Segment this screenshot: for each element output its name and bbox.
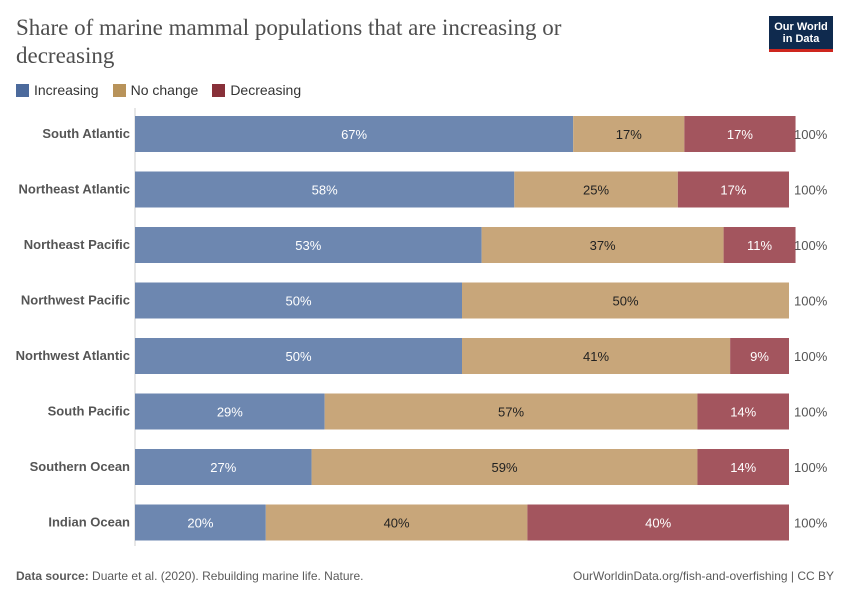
bar-indian-ocean-decreasing — [527, 504, 789, 541]
data-label-southern-ocean-decreasing: 14% — [730, 460, 756, 475]
bar-indian-ocean-increasing — [135, 504, 266, 541]
bar-northwest-atlantic-increasing — [135, 338, 462, 374]
bar-northeast-atlantic-no-change — [514, 171, 678, 208]
bar-south-pacific-no-change — [324, 393, 698, 430]
bar-indian-ocean-no-change — [265, 504, 528, 541]
legend-label-decreasing: Decreasing — [230, 82, 302, 98]
data-label-southern-ocean-increasing: 27% — [210, 460, 236, 475]
category-label-northeast-pacific: Northeast Pacific — [24, 237, 130, 252]
logo-line-1: Our World — [774, 21, 828, 33]
data-label-south-pacific-decreasing: 14% — [730, 405, 756, 420]
data-label-northeast-pacific-decreasing: 11% — [747, 238, 772, 253]
data-label-northwest-pacific-no-change: 50% — [612, 294, 638, 309]
bar-south-pacific-increasing — [135, 393, 325, 430]
bar-northeast-atlantic-increasing — [135, 171, 515, 208]
data-label-northwest-atlantic-no-change: 41% — [583, 349, 609, 364]
total-label-northeast-pacific: 100% — [794, 238, 828, 253]
data-label-southern-ocean-no-change: 59% — [491, 460, 517, 475]
total-label-indian-ocean: 100% — [794, 516, 828, 531]
data-label-indian-ocean-increasing: 20% — [187, 516, 213, 531]
bar-south-atlantic-no-change — [573, 116, 685, 152]
category-label-southern-ocean: Southern Ocean — [30, 459, 130, 474]
total-label-northwest-pacific: 100% — [794, 294, 828, 309]
data-label-indian-ocean-no-change: 40% — [384, 516, 410, 531]
category-label-indian-ocean: Indian Ocean — [48, 515, 130, 530]
total-label-southern-ocean: 100% — [794, 460, 828, 475]
bar-northeast-pacific-increasing — [135, 227, 482, 263]
legend-label-no-change: No change — [130, 82, 199, 98]
total-label-south-pacific: 100% — [794, 405, 828, 420]
bar-northwest-pacific-increasing — [135, 282, 462, 319]
logo-line-2: in Data — [782, 33, 820, 45]
category-label-northwest-atlantic: Northwest Atlantic — [16, 348, 130, 363]
source-url[interactable]: OurWorldinData.org/fish-and-overfishing … — [573, 569, 834, 583]
bar-northeast-pacific-decreasing — [723, 227, 796, 263]
chart-title: Share of marine mammal populations that … — [16, 15, 562, 68]
bar-northeast-pacific-no-change — [481, 227, 724, 263]
bar-northwest-pacific-no-change — [462, 282, 789, 319]
data-label-northeast-pacific-increasing: 53% — [295, 238, 321, 253]
data-source-text[interactable]: Duarte et al. (2020). Rebuilding marine … — [92, 569, 364, 583]
data-label-south-atlantic-increasing: 67% — [341, 127, 367, 142]
data-label-indian-ocean-decreasing: 40% — [645, 516, 671, 531]
bar-south-atlantic-decreasing — [684, 116, 796, 152]
data-label-northeast-atlantic-no-change: 25% — [583, 183, 609, 198]
data-label-northwest-atlantic-decreasing: 9% — [750, 349, 769, 364]
stacked-bar-chart: South Atlantic 67% 17% 17% 100% Northeast Atl… — [16, 108, 828, 546]
total-label-south-atlantic: 100% — [794, 127, 828, 142]
data-label-northwest-atlantic-increasing: 50% — [285, 349, 311, 364]
category-label-northeast-atlantic: Northeast Atlantic — [19, 182, 130, 197]
bar-south-pacific-decreasing — [697, 393, 789, 430]
category-label-northwest-pacific: Northwest Pacific — [21, 293, 130, 308]
total-label-northeast-atlantic: 100% — [794, 183, 828, 198]
legend-swatch-no-change — [112, 83, 126, 97]
legend-item-decreasing[interactable]: Decreasing — [212, 82, 301, 98]
category-label-south-pacific: South Pacific — [48, 404, 130, 419]
data-label-south-atlantic-decreasing: 17% — [727, 127, 753, 142]
bar-southern-ocean-increasing — [135, 449, 312, 485]
bar-northwest-atlantic-decreasing — [730, 338, 789, 374]
bar-northeast-atlantic-decreasing — [677, 171, 789, 208]
data-label-south-pacific-increasing: 29% — [217, 405, 243, 420]
bar-southern-ocean-decreasing — [697, 449, 789, 485]
bar-south-atlantic-increasing — [135, 116, 574, 152]
data-label-northeast-atlantic-increasing: 58% — [312, 183, 338, 198]
data-source: Data source: Duarte et al. (2020). Rebui… — [16, 569, 364, 583]
data-source-label: Data source: — [16, 569, 89, 583]
legend-label-increasing: Increasing — [34, 82, 99, 98]
data-label-south-atlantic-no-change: 17% — [616, 127, 642, 142]
data-label-northeast-atlantic-decreasing: 17% — [720, 183, 746, 198]
legend-item-increasing[interactable]: Increasing — [16, 82, 99, 98]
bar-southern-ocean-no-change — [311, 449, 698, 485]
legend-item-no-change[interactable]: No change — [112, 82, 199, 98]
category-label-south-atlantic: South Atlantic — [42, 126, 130, 141]
data-label-south-pacific-no-change: 57% — [498, 405, 524, 420]
owid-logo[interactable]: Our World in Data — [769, 16, 833, 52]
legend-swatch-increasing — [16, 83, 29, 97]
total-label-northwest-atlantic: 100% — [794, 349, 828, 364]
data-label-northeast-pacific-no-change: 37% — [590, 238, 616, 253]
bar-northwest-atlantic-no-change — [462, 338, 731, 374]
chart-legend: Increasing No change Decreasing — [16, 80, 315, 100]
legend-swatch-decreasing — [212, 83, 226, 97]
data-label-northwest-pacific-increasing: 50% — [285, 294, 311, 309]
